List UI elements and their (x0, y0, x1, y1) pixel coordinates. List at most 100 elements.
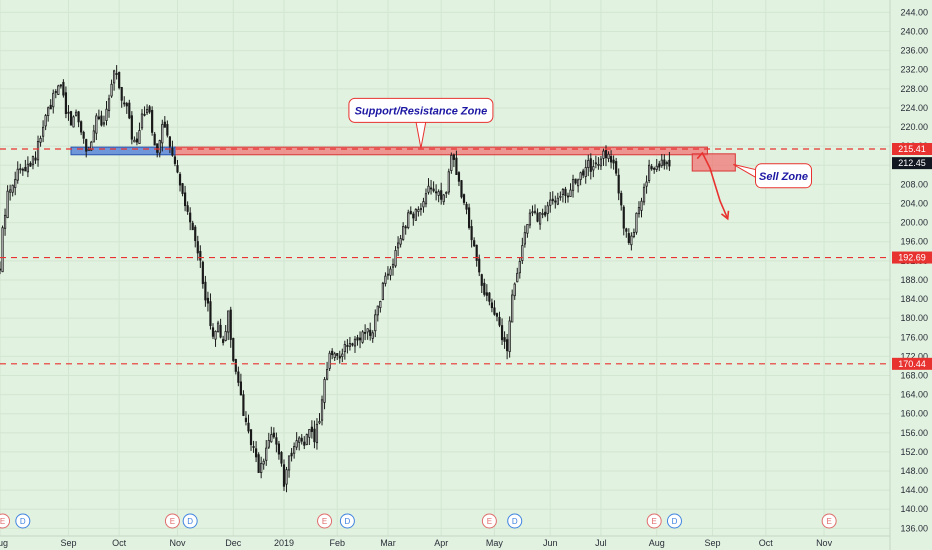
candle-body[interactable] (422, 201, 425, 208)
candle-body[interactable] (318, 421, 321, 424)
candle-body[interactable] (536, 212, 539, 222)
candle-body[interactable] (574, 178, 577, 184)
candle-body[interactable] (298, 437, 301, 443)
candle-body[interactable] (630, 235, 633, 246)
candle-body[interactable] (323, 379, 326, 403)
candle-body[interactable] (356, 337, 359, 341)
candle-body[interactable] (503, 337, 506, 342)
candle-body[interactable] (34, 157, 37, 161)
candle-body[interactable] (47, 107, 50, 116)
candle-body[interactable] (3, 214, 7, 229)
candle-body[interactable] (19, 168, 22, 171)
candle-body[interactable] (156, 143, 159, 153)
candle-body[interactable] (381, 282, 384, 301)
candle-body[interactable] (538, 212, 542, 225)
dividend-marker[interactable]: D (666, 513, 682, 529)
candle-body[interactable] (564, 188, 567, 196)
candle-body[interactable] (394, 250, 397, 267)
dividend-marker[interactable]: D (339, 513, 355, 529)
candle-body[interactable] (386, 273, 390, 276)
candle-body[interactable] (277, 443, 281, 455)
candle-body[interactable] (364, 331, 367, 334)
candle-body[interactable] (462, 194, 466, 203)
candle-body[interactable] (191, 222, 194, 231)
candle-body[interactable] (470, 226, 473, 241)
candle-body[interactable] (531, 211, 534, 214)
candle-body[interactable] (242, 394, 245, 416)
candle-body[interactable] (140, 113, 144, 129)
candle-body[interactable] (447, 171, 450, 193)
candle-body[interactable] (455, 157, 458, 175)
candle-body[interactable] (597, 163, 600, 166)
candle-body[interactable] (29, 162, 32, 167)
candle-body[interactable] (424, 193, 428, 205)
candle-body[interactable] (244, 417, 248, 422)
candle-body[interactable] (186, 205, 189, 212)
candle-body[interactable] (120, 87, 123, 101)
candle-body[interactable] (589, 158, 592, 172)
candle-body[interactable] (102, 122, 106, 125)
earnings-marker[interactable]: E (317, 513, 333, 529)
candle-body[interactable] (544, 211, 547, 216)
candle-body[interactable] (569, 189, 572, 197)
earnings-marker[interactable]: E (164, 513, 180, 529)
candle-body[interactable] (115, 73, 118, 75)
earnings-marker[interactable]: E (821, 513, 837, 529)
candle-body[interactable] (184, 192, 187, 207)
candle-body[interactable] (234, 359, 237, 372)
candle-body[interactable] (275, 437, 278, 445)
candle-body[interactable] (62, 81, 65, 96)
candle-body[interactable] (151, 109, 154, 133)
candle-body[interactable] (480, 274, 483, 286)
sell-zone[interactable] (691, 153, 736, 172)
candle-body[interactable] (645, 181, 648, 187)
candle-body[interactable] (31, 156, 35, 166)
candle-body[interactable] (222, 339, 225, 343)
candle-body[interactable] (437, 191, 440, 196)
candle-body[interactable] (176, 165, 179, 173)
time-axis[interactable]: Aug Sep Oct Nov Dec 2019 Feb Mar Apr May Jun Jul Aug… (0, 538, 833, 548)
candle-body[interactable] (617, 174, 620, 194)
candle-body[interactable] (493, 307, 496, 315)
candle-body[interactable] (36, 141, 40, 161)
candle-body[interactable] (663, 159, 666, 166)
candle-body[interactable] (219, 324, 222, 338)
candle-body[interactable] (49, 104, 52, 110)
candle-body[interactable] (440, 190, 443, 200)
candle-body[interactable] (267, 439, 270, 448)
candle-body[interactable] (26, 163, 29, 173)
candles-layer[interactable] (0, 65, 671, 493)
candle-body[interactable] (254, 448, 258, 458)
candle-body[interactable] (488, 292, 491, 302)
support-resistance-zone[interactable] (174, 146, 708, 156)
candle-body[interactable] (490, 302, 494, 309)
candle-body[interactable] (130, 115, 133, 140)
candle-body[interactable] (69, 111, 73, 126)
candle-body[interactable] (561, 189, 565, 196)
candle-body[interactable] (414, 208, 417, 221)
candle-body[interactable] (44, 115, 47, 127)
candle-body[interactable] (85, 139, 88, 152)
candle-body[interactable] (602, 150, 605, 159)
candle-body[interactable] (331, 350, 334, 356)
candle-body[interactable] (604, 149, 608, 159)
candle-body[interactable] (599, 158, 603, 167)
candle-body[interactable] (615, 161, 618, 174)
earnings-marker[interactable]: E (481, 513, 497, 529)
candle-body[interactable] (546, 205, 549, 215)
candle-body[interactable] (594, 162, 597, 165)
candle-body[interactable] (407, 212, 410, 229)
candle-body[interactable] (429, 187, 433, 190)
candle-body[interactable] (161, 123, 164, 144)
candle-body[interactable] (528, 212, 532, 226)
candle-body[interactable] (270, 434, 273, 443)
candle-body[interactable] (133, 139, 136, 143)
candle-body[interactable] (549, 199, 552, 206)
candle-body[interactable] (541, 213, 544, 215)
candle-body[interactable] (300, 437, 303, 442)
candle-body[interactable] (320, 399, 324, 421)
candle-body[interactable] (227, 310, 230, 333)
candle-body[interactable] (313, 428, 316, 443)
candle-body[interactable] (125, 103, 128, 107)
candle-body[interactable] (95, 115, 98, 134)
